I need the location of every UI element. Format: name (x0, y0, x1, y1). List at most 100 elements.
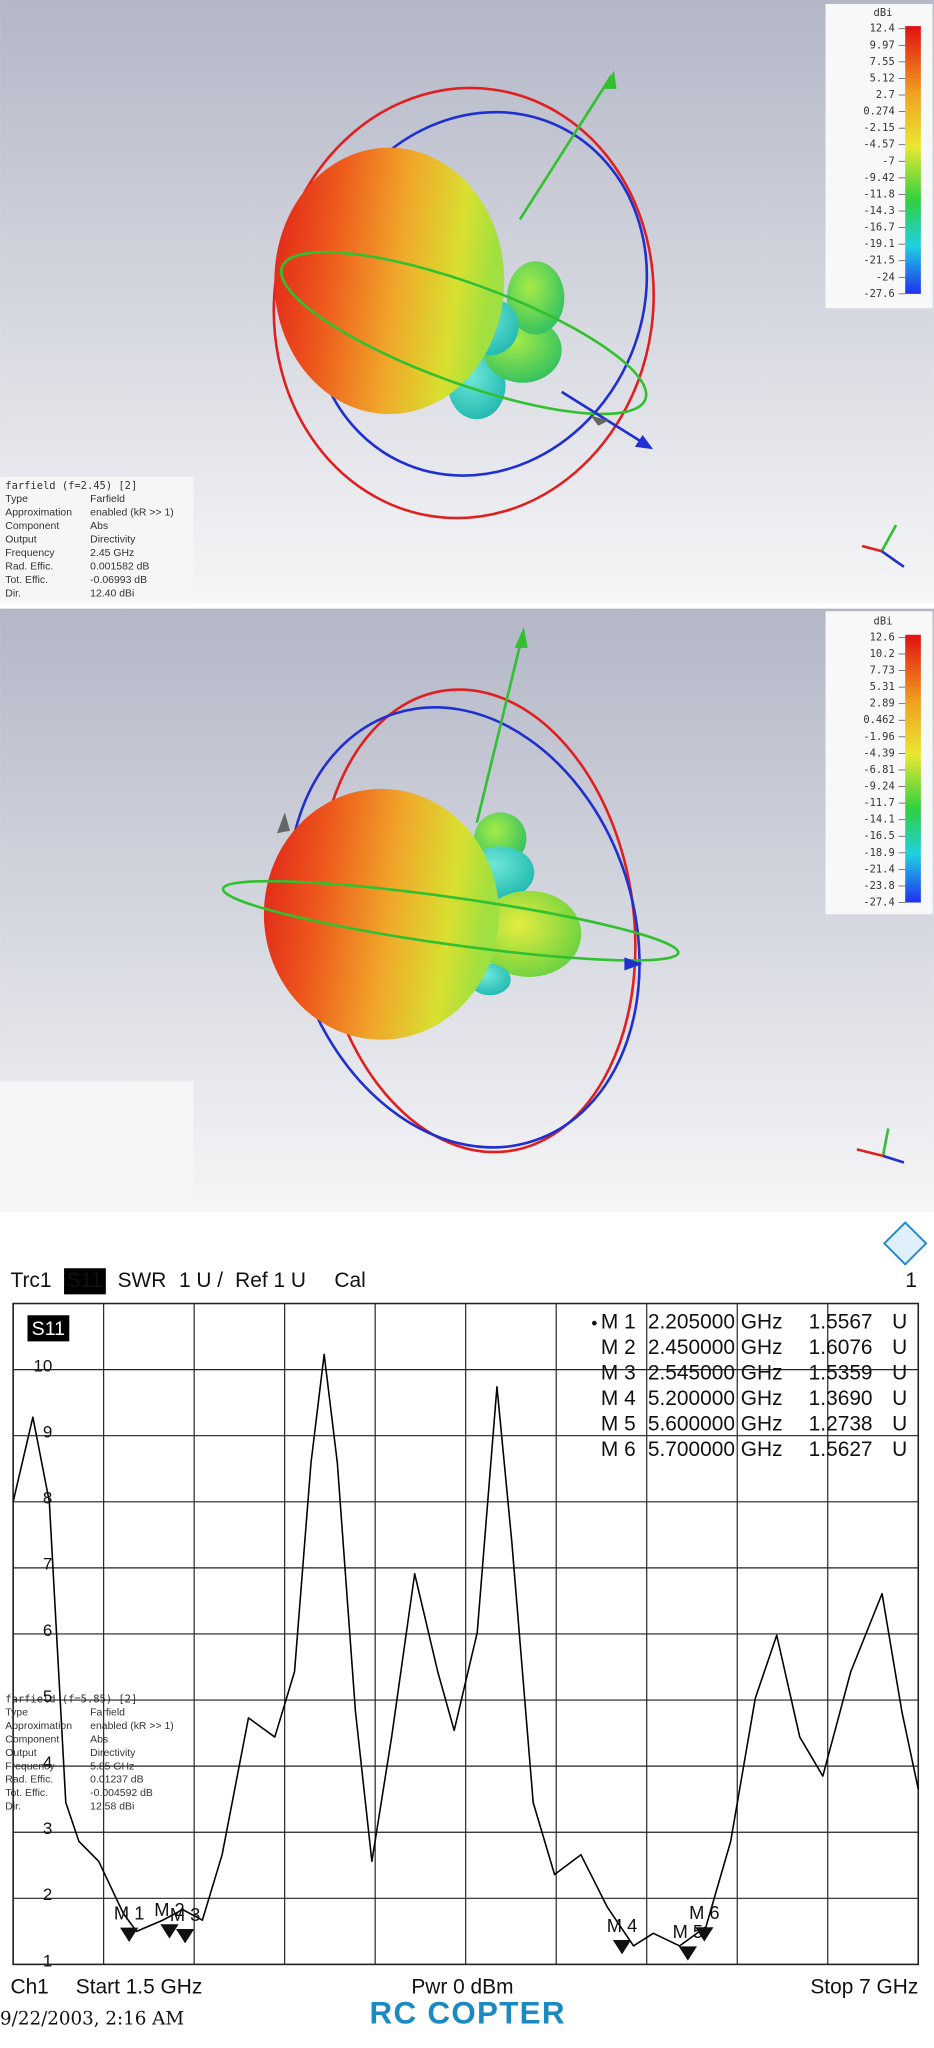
header-channel-index: 1 (905, 1269, 917, 1292)
marker-x: 5.600000 GHz (648, 1412, 783, 1435)
colorbar-unit: dBi (874, 7, 893, 19)
colorbar-label: -6.81 (863, 764, 894, 776)
arrowhead (634, 434, 654, 450)
colorbar-label: -24 (876, 271, 895, 283)
info-key: Frequency (5, 548, 55, 559)
info-key: Tot. Effic. (5, 575, 48, 586)
marker-value: 1.5359 (809, 1362, 873, 1385)
arrowhead (276, 812, 291, 834)
colorbar-label: -23.8 (863, 880, 894, 892)
marker-value: 1.5627 (809, 1438, 873, 1461)
marker-label: M 5 (673, 1921, 703, 1942)
trace-line (12, 1353, 920, 1947)
marker-label: M 3 (170, 1904, 200, 1925)
marker-value: 1.3690 (809, 1387, 873, 1410)
marker-name: M 6 (601, 1438, 636, 1461)
colorbar-unit: dBi (874, 616, 893, 628)
colorbar-label: -16.7 (863, 222, 894, 234)
marker-x: 5.700000 GHz (648, 1438, 783, 1461)
colorbar-label: 9.97 (870, 39, 895, 51)
marker-label: M 1 (114, 1902, 144, 1923)
marker (120, 1927, 139, 1942)
main-lobe (263, 788, 499, 1040)
timestamp: 9/22/2003, 2:16 AM (0, 2008, 184, 2029)
info-value: Abs (90, 1734, 108, 1745)
ring (221, 879, 680, 962)
info-value: 12.58 dBi (90, 1802, 134, 1813)
y-tick-label: 8 (43, 1489, 52, 1508)
colorbar-label: -14.1 (863, 814, 894, 826)
info-key: Approximation (5, 508, 72, 519)
marker-x: 2.545000 GHz (648, 1362, 783, 1385)
param-box (64, 1268, 106, 1295)
axis-arrow (518, 75, 613, 221)
colorbar-label: -21.5 (863, 255, 894, 267)
info-key: Type (5, 1707, 28, 1718)
main-lobe (274, 147, 505, 415)
info-value: 0.01237 dB (90, 1775, 143, 1786)
y-tick-label: 10 (33, 1356, 52, 1375)
active-marker-dot (591, 1320, 597, 1326)
arrowhead (624, 957, 643, 971)
ring (279, 250, 648, 416)
colorbar-label: -16.5 (863, 830, 894, 842)
info-value: -0.06993 dB (90, 575, 147, 586)
colorbar-label: -9.42 (863, 172, 894, 184)
colorbar-label: 5.31 (870, 681, 895, 693)
marker-unit: U (892, 1336, 907, 1359)
y-tick-label: 5 (43, 1687, 52, 1706)
colorbar-label: -4.57 (863, 139, 894, 151)
info-value: 5.85 GHz (90, 1761, 134, 1772)
info-value: Farfield (90, 494, 125, 505)
arrowhead (603, 70, 617, 89)
watermark: RC COPTER (370, 1996, 566, 2031)
marker (678, 1946, 698, 1961)
info-value: Directivity (90, 534, 136, 545)
y-tick-label: 9 (43, 1423, 52, 1442)
marker-name: M 3 (601, 1362, 636, 1385)
marker-x: 2.205000 GHz (648, 1311, 783, 1334)
colorbar-label: -19.1 (863, 238, 894, 250)
marker-unit: U (892, 1412, 907, 1435)
info-key: Component (5, 521, 59, 532)
info-key: Tot. Effic. (5, 1788, 48, 1799)
colorbar-label: -1.96 (863, 731, 894, 743)
info-key: Dir. (5, 588, 21, 599)
header-ref: Ref 1 U (235, 1269, 306, 1292)
arrowhead (590, 415, 609, 426)
colorbar-label: -27.4 (863, 897, 894, 909)
trace-label: S11 (32, 1318, 65, 1340)
colorbar-label: 12.4 (870, 23, 895, 35)
info-value: enabled (kR >> 1) (90, 508, 174, 519)
axis-arrow (475, 634, 524, 824)
marker-label: M 6 (689, 1902, 719, 1923)
header-param: S11 (67, 1269, 103, 1292)
y-tick-label: 2 (43, 1885, 52, 1904)
marker-value: 1.5567 (809, 1311, 873, 1334)
info-key: Frequency (5, 1761, 55, 1772)
colorbar-label: -4.39 (863, 747, 894, 759)
marker-label: M 2 (154, 1899, 184, 1920)
marker-x: 5.200000 GHz (648, 1387, 783, 1410)
colorbar (905, 634, 921, 903)
info-value: enabled (kR >> 1) (90, 1721, 174, 1732)
axis-triad (861, 524, 905, 568)
marker-unit: U (892, 1362, 907, 1385)
colorbar-label: 10.2 (870, 648, 895, 660)
y-tick-label: 6 (43, 1621, 52, 1640)
colorbar-label: -9.24 (863, 781, 894, 793)
axis-triad (856, 1128, 905, 1164)
info-key: Rad. Effic. (5, 561, 53, 572)
y-tick-label: 4 (43, 1753, 52, 1772)
footer-power: Pwr 0 dBm (411, 1975, 513, 1998)
info-key: Output (5, 1748, 36, 1759)
marker-value: 1.6076 (809, 1336, 873, 1359)
marker-name: M 5 (601, 1412, 636, 1435)
header-cal: Cal (334, 1269, 365, 1292)
marker-value: 1.2738 (809, 1412, 873, 1435)
colorbar-label: -7 (882, 155, 895, 167)
info-box (0, 476, 194, 604)
footer-stop: Stop 7 GHz (810, 1975, 918, 1998)
colorbar-label: 2.7 (876, 89, 895, 101)
footer-start: Start 1.5 GHz (76, 1975, 202, 1998)
